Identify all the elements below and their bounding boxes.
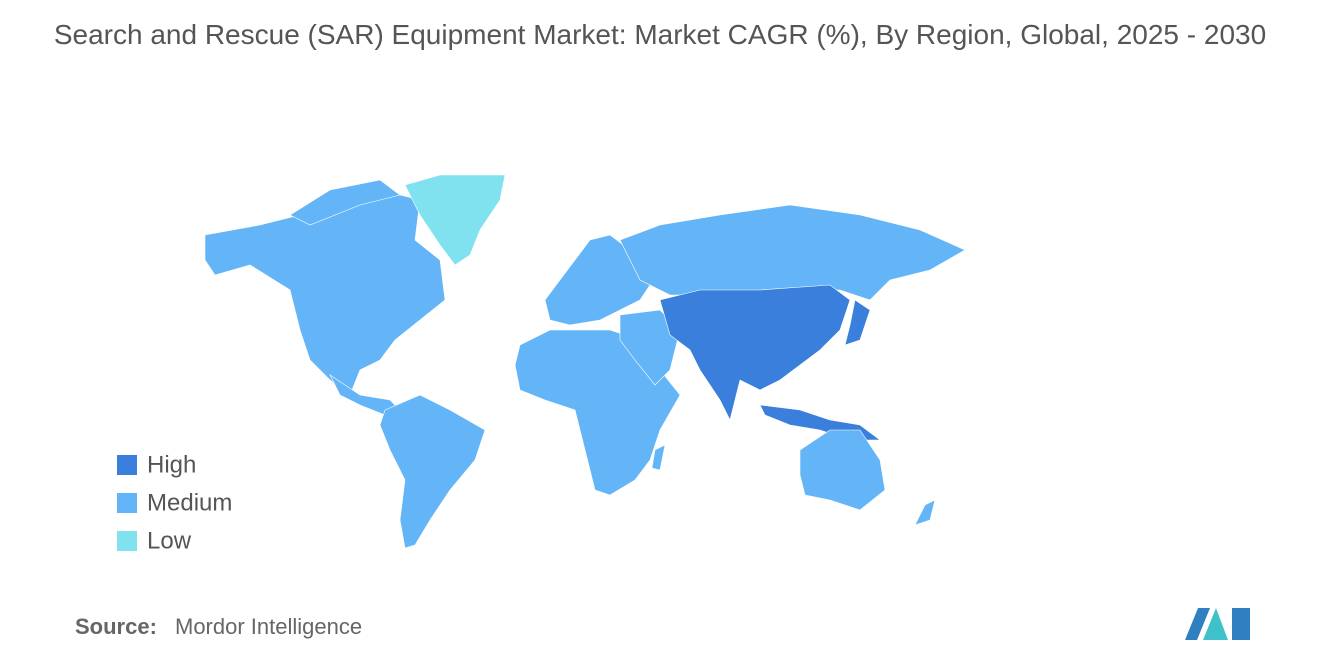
north-america xyxy=(204,189,446,396)
legend-swatch xyxy=(117,493,137,513)
new-zealand xyxy=(914,499,936,526)
greenland xyxy=(404,174,506,266)
logo xyxy=(1185,608,1250,640)
russia xyxy=(619,204,966,301)
chart-title: Search and Rescue (SAR) Equipment Market… xyxy=(53,19,1267,50)
legend-swatch xyxy=(117,531,137,551)
legend: High Medium Low xyxy=(117,451,232,554)
middle-east xyxy=(619,309,681,386)
madagascar xyxy=(651,444,666,471)
arctic-islands xyxy=(289,179,401,226)
japan xyxy=(844,299,871,346)
legend-label: High xyxy=(147,451,196,478)
asia xyxy=(659,284,851,421)
legend-label: Medium xyxy=(147,489,232,516)
source-label: Source: xyxy=(75,614,157,639)
source-text: Mordor Intelligence xyxy=(175,614,362,639)
australia xyxy=(799,429,886,511)
world-map xyxy=(204,174,966,549)
legend-label: Low xyxy=(147,527,192,554)
legend-swatch xyxy=(117,455,137,475)
south-america xyxy=(379,394,486,549)
